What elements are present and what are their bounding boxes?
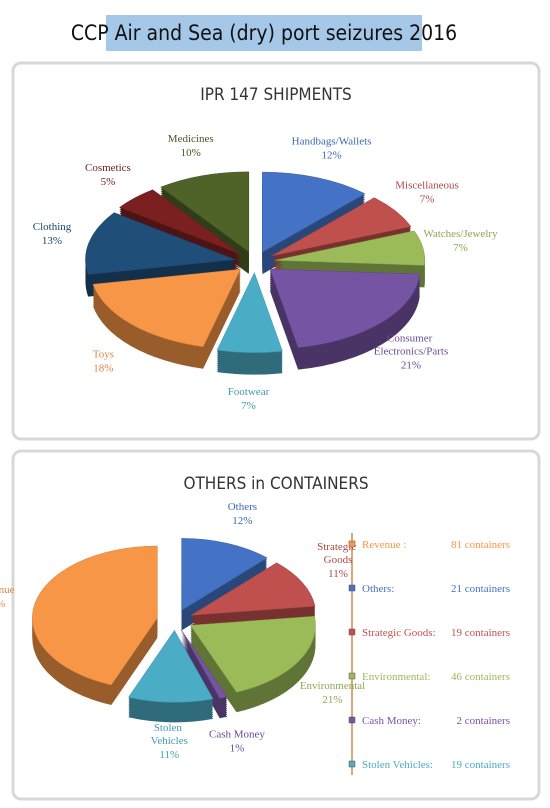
legend-count: 21 containers (451, 583, 510, 595)
pie-slice (128, 629, 214, 703)
label-line: Vehicles (151, 735, 188, 747)
legend-label: Cash Money: (362, 715, 421, 727)
label-line: Stolen (154, 722, 185, 734)
title-background (106, 15, 422, 51)
legend-count: 2 containers (457, 715, 510, 727)
legend-count: 19 containers (451, 627, 510, 639)
pie-slice (190, 562, 316, 616)
slice-label: Cosmetics (85, 162, 131, 174)
pie-slice (85, 212, 236, 275)
pie-slice (274, 230, 426, 266)
page-title: CCP Air and Sea (dry) port seizures 2016 (71, 21, 457, 45)
pie-slice (118, 189, 242, 255)
slice-label: Medicines (168, 133, 214, 145)
label-line: Electronics/Parts (374, 346, 449, 358)
legend-label: Revenue : (362, 539, 406, 551)
slice-label: Environmental (300, 680, 365, 692)
slice-label: Miscellaneous (395, 180, 459, 192)
slice-value-label: 11% (159, 749, 179, 761)
pie-slice (269, 268, 420, 348)
legend-count: 46 containers (451, 671, 510, 683)
label-line: Consumer (387, 333, 435, 345)
legend-marker (348, 584, 356, 592)
slice-label: Others (228, 501, 257, 513)
label-line: Goods (324, 554, 353, 566)
legend-label: Others: (362, 583, 394, 595)
slice-label: Strategic Goods (317, 541, 359, 566)
slice-label: Clothing (33, 221, 72, 233)
slice-value-label: 12% (232, 515, 252, 527)
legend-label: Strategic Goods: (362, 627, 436, 639)
slice-value-label: 21% (322, 694, 342, 706)
label-line: Strategic (317, 541, 359, 553)
slice-value-label: 21% (401, 360, 421, 372)
slice-label: Consumer Electronics/Parts (374, 333, 449, 358)
slice-value-label: 1% (230, 742, 245, 754)
slice-value-label: 7% (420, 194, 435, 206)
chart-title: OTHERS in CONTAINERS (183, 474, 368, 494)
slice-value-label: 18% (93, 362, 113, 374)
legend-marker (348, 628, 356, 636)
pie-slice (271, 197, 412, 257)
pie-slice (190, 615, 316, 693)
legend-label: Environmental: (362, 671, 430, 683)
slice-value-label: 13% (42, 235, 62, 247)
pie-slice (180, 629, 228, 699)
slice-label: Revenue (0, 584, 15, 596)
legend-marker (348, 760, 356, 768)
slice-value-label: 5% (101, 176, 116, 188)
legend-count: 19 containers (451, 759, 510, 771)
pie-slice (92, 269, 241, 348)
legend-label: Stolen Vehicles: (362, 759, 433, 771)
legend-marker (348, 716, 356, 724)
slice-label: Watches/Jewelry (423, 228, 498, 240)
slice-value-label: 12% (321, 149, 341, 161)
legend-marker (348, 540, 356, 548)
chart-title: IPR 147 SHIPMENTS (200, 85, 352, 105)
pie-slice (262, 171, 366, 253)
slice-value-label: 11% (328, 568, 348, 580)
legend-marker (348, 672, 356, 680)
legend-count: 81 containers (451, 539, 510, 551)
slice-value-label: 7% (241, 400, 256, 412)
pie-slice (216, 272, 283, 353)
pie-slice (32, 545, 158, 686)
slice-label: Stolen Vehicles (151, 722, 188, 747)
slice-value-label: 44% (0, 598, 5, 610)
slice-value-label: 7% (453, 242, 468, 254)
slice-label: Toys (93, 348, 114, 360)
slice-label: Footwear (228, 386, 270, 398)
slice-label: Handbags/Wallets (292, 135, 372, 147)
slice-label: Cash Money (209, 728, 265, 740)
pie-slice (181, 538, 268, 611)
pie-slice (160, 171, 250, 253)
slice-value-label: 10% (181, 147, 201, 159)
